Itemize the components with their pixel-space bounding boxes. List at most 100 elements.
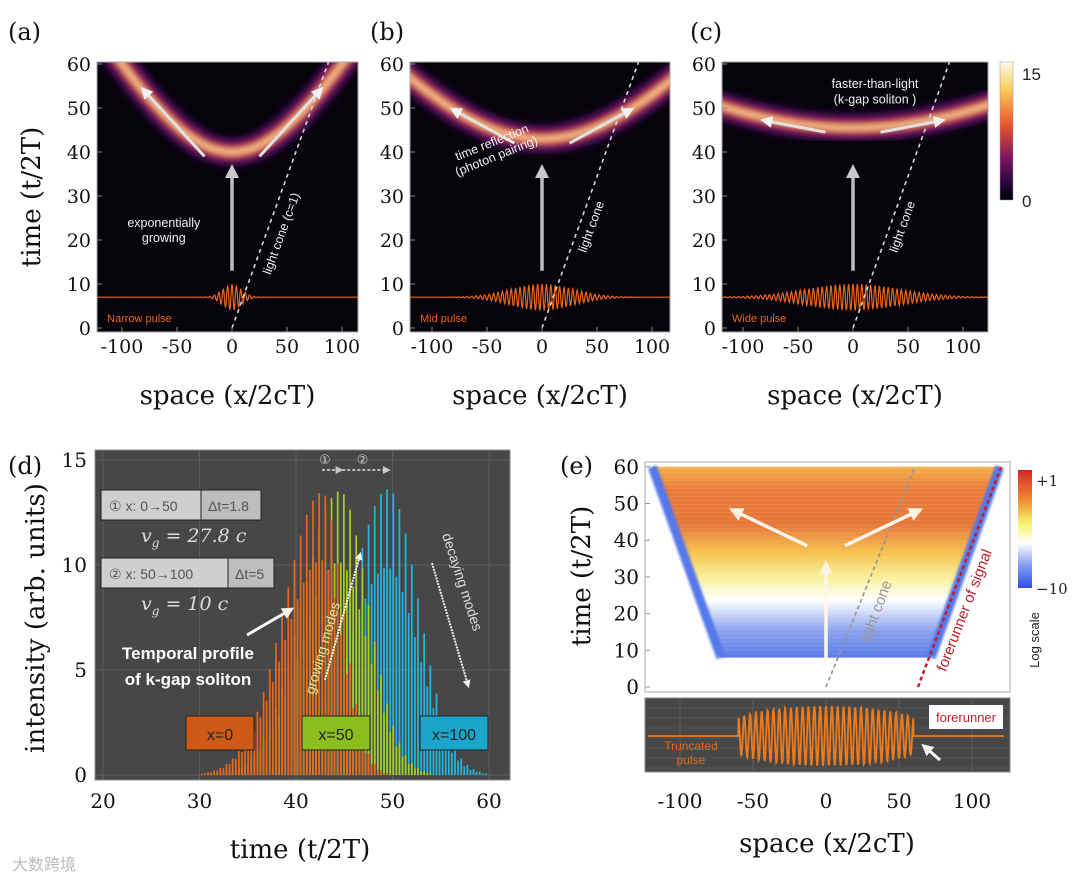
series-label-box: [419, 715, 489, 751]
right-arrow: [568, 107, 635, 145]
pulse-label: Wide pulse: [732, 313, 786, 325]
wavefront-band: [101, 62, 358, 167]
series-label-box: [185, 715, 255, 751]
x-tick-label: -100: [101, 336, 144, 358]
annotation-k-gap-soliton: (k-gap soliton ): [834, 93, 917, 107]
box1-group-velocity: vg = 27.8 c: [141, 525, 247, 550]
series-label: x=50: [318, 727, 353, 744]
colorbar-gradient: [1018, 470, 1032, 588]
y-tick-label: 10: [62, 553, 87, 577]
y-axis-label: intensity (arb. units): [21, 483, 51, 753]
light-cone-line: [825, 466, 916, 688]
vg-symbol: v: [141, 525, 152, 547]
box2-left: [100, 557, 229, 589]
box1-left: [100, 489, 202, 521]
box2-group-velocity: vg = 10 c: [141, 593, 229, 618]
colorbar-max-label: +1: [1036, 472, 1058, 490]
y-tick-label: 20: [692, 230, 716, 252]
wavefront-layer: [410, 75, 670, 141]
wavefront-layer: [722, 103, 988, 130]
x-tick-label: 0: [226, 336, 238, 358]
y-tick-label: 0: [392, 318, 404, 340]
x-axis-label: space (x/2cT): [739, 829, 915, 859]
y-axis-label: time (t/2T): [17, 127, 47, 267]
forerunner-line: [916, 466, 1003, 688]
heatmap-panel-e: light cone forerunner of signal0102030405…: [567, 455, 1068, 859]
colorbar-intensity: 15 0: [999, 61, 1041, 211]
annotation-exponentially: exponentially: [127, 216, 201, 230]
x-tick-label: 40: [283, 789, 308, 813]
marker-2: ②: [357, 452, 369, 467]
y-tick-label: 10: [67, 274, 91, 296]
y-tick-label: 50: [614, 492, 639, 516]
plot-frame: [96, 61, 359, 333]
x-tick-label: 20: [90, 789, 115, 813]
panel-label-c: (c): [690, 18, 722, 46]
y-tick-label: 30: [692, 186, 716, 208]
x-tick-label: 60: [476, 789, 501, 813]
y-tick-label: 40: [67, 142, 91, 164]
y-tick-label: 40: [380, 142, 404, 164]
growing-arrow: [324, 551, 363, 681]
input-pulse: [97, 283, 358, 311]
x-tick-label: -100: [722, 336, 765, 358]
left-edge-band: [648, 465, 726, 660]
x-tick-label: -50: [162, 336, 193, 358]
x-tick-label: -100: [658, 789, 703, 813]
y-tick-label: 10: [614, 638, 639, 662]
forerunner-box: [929, 705, 1003, 729]
y-tick-label: 50: [692, 98, 716, 120]
y-axis-label: time (t/2T): [567, 506, 597, 646]
right-arrow: [844, 508, 924, 548]
y-tick-label: 10: [692, 274, 716, 296]
series-label: x=100: [432, 727, 476, 744]
x-tick-label: 50: [585, 336, 609, 358]
figure-root: (a) (b) (c) (d) (e) Narrow pulse exponentially…: [8, 18, 1068, 874]
plot-frame: [721, 61, 989, 333]
x-axis-label: space (x/2cT): [767, 381, 943, 411]
input-pulse: [410, 283, 670, 311]
y-tick-label: 60: [380, 54, 404, 76]
annotation-growing: growing: [142, 231, 186, 245]
y-tick-label: 20: [380, 230, 404, 252]
y-tick-label: 0: [704, 318, 716, 340]
vg-symbol: v: [141, 593, 152, 615]
wavefront-band: [410, 62, 670, 154]
series-label: x=0: [207, 727, 233, 744]
colorbar-gradient: [999, 61, 1014, 201]
y-tick-label: 40: [692, 142, 716, 164]
left-arrow: [449, 107, 516, 145]
y-tick-label: 5: [74, 658, 87, 682]
pulse-label: Mid pulse: [420, 313, 467, 325]
x-axis-label: space (x/2cT): [452, 381, 628, 411]
x-tick-label: 50: [896, 336, 920, 358]
x-tick-label: 50: [380, 789, 405, 813]
x-tick-label: 100: [945, 336, 981, 358]
y-tick-label: 20: [614, 602, 639, 626]
annotation-k-gap-soliton: of k-gap soliton: [125, 670, 252, 689]
truncated-pulse-label: Truncated: [664, 739, 718, 753]
vg-subscript: g: [152, 604, 160, 618]
light-cone-line: [231, 62, 330, 329]
pulse-label: Narrow pulse: [107, 313, 172, 325]
left-arrow: [140, 86, 206, 158]
y-tick-label: 0: [74, 763, 87, 787]
box2-route: ② x: 50→100: [109, 566, 193, 582]
y-tick-label: 40: [614, 528, 639, 552]
y-tick-label: 50: [380, 98, 404, 120]
panel-label-e: (e): [560, 452, 593, 480]
y-tick-label: 60: [614, 455, 639, 479]
right-arrow: [258, 86, 324, 158]
y-tick-label: 0: [79, 318, 91, 340]
colorbar-log: +1 −10 Log scale: [1018, 470, 1068, 668]
light-cone-line: [852, 62, 951, 329]
x-tick-label: 50: [275, 336, 299, 358]
colorbar-title: Log scale: [1027, 612, 1042, 668]
truncated-pulse: [647, 704, 1004, 768]
colorbar-min-label: 0: [1022, 192, 1031, 211]
